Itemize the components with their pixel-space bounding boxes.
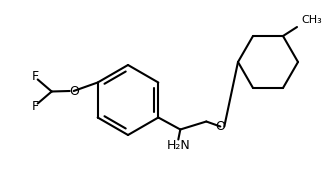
Text: CH₃: CH₃: [301, 15, 322, 25]
Text: H₂N: H₂N: [166, 139, 190, 152]
Text: O: O: [215, 120, 225, 133]
Text: F: F: [32, 100, 39, 113]
Text: F: F: [32, 70, 39, 83]
Text: O: O: [69, 84, 79, 98]
